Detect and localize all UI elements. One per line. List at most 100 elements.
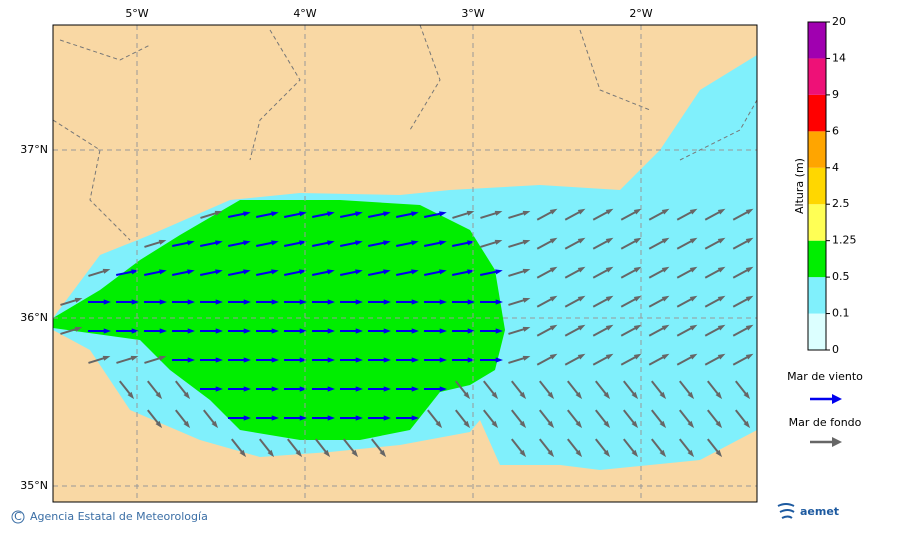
arrow — [620, 208, 642, 221]
arrow — [508, 297, 531, 306]
arrow-head — [327, 415, 335, 421]
arrow — [704, 295, 726, 308]
arrow — [284, 211, 307, 218]
arrow — [88, 299, 111, 305]
colorbar-band — [808, 240, 826, 278]
arrow-head — [661, 266, 670, 273]
arrow-head — [633, 353, 642, 360]
arrow — [676, 324, 698, 337]
arrow — [368, 386, 391, 392]
arrow — [340, 328, 363, 334]
arrow-head — [383, 299, 391, 305]
arrow — [340, 415, 363, 421]
arrow-head — [327, 299, 335, 305]
arrow-head — [411, 299, 419, 305]
arrow — [564, 237, 586, 250]
arrow-head — [715, 391, 723, 400]
arrow-head — [439, 240, 447, 246]
arrow — [452, 328, 475, 334]
arrow — [732, 237, 754, 250]
arrow — [116, 299, 139, 305]
legend-arrow — [810, 394, 842, 404]
arrow-head — [466, 210, 475, 216]
arrow — [648, 324, 670, 337]
map — [53, 25, 757, 502]
arrow-head — [689, 353, 698, 360]
arrow-head — [271, 328, 279, 334]
arrow-head — [299, 211, 307, 217]
arrow — [116, 355, 139, 364]
arrow-head — [631, 391, 639, 400]
arrow-head — [439, 269, 447, 275]
arrow-head — [159, 299, 167, 305]
arrow-head — [547, 449, 555, 458]
arrow — [648, 295, 670, 308]
arrow-head — [495, 299, 503, 305]
arrow-head — [243, 211, 251, 217]
colorbar-label: 9 — [832, 88, 839, 101]
arrow — [539, 409, 555, 429]
arrow-head — [633, 208, 642, 215]
arrow-head — [327, 386, 335, 392]
arrow-head — [243, 240, 251, 246]
arrow — [679, 380, 695, 400]
arrow-head — [187, 299, 195, 305]
arrow-head — [355, 415, 363, 421]
arrow — [312, 328, 335, 334]
arrow — [480, 299, 503, 305]
colorbar-label: 6 — [832, 124, 839, 137]
arrow-head — [299, 357, 307, 363]
arrow-head — [687, 391, 695, 400]
arrow — [564, 266, 586, 279]
arrow — [312, 211, 335, 218]
arrow-head — [239, 449, 247, 458]
arrow — [704, 266, 726, 279]
arrow-head — [603, 391, 611, 400]
arrow — [536, 208, 558, 221]
arrow — [228, 415, 251, 421]
arrow-head — [243, 299, 251, 305]
arrow — [119, 380, 135, 400]
arrow-head — [243, 357, 251, 363]
arrow-head — [267, 449, 275, 458]
arrow — [424, 386, 447, 392]
legend-label: Mar de fondo — [789, 416, 862, 429]
arrow — [564, 208, 586, 221]
arrow — [312, 269, 335, 276]
arrow — [564, 324, 586, 337]
arrow — [396, 357, 419, 363]
arrow-head — [659, 391, 667, 400]
arrow — [200, 210, 223, 219]
arrow-head — [183, 420, 191, 429]
colorbar-label: 0.1 — [832, 307, 850, 320]
arrow — [284, 386, 307, 392]
arrow-head — [323, 449, 331, 458]
arrow-head — [494, 239, 503, 245]
arrow-head — [327, 211, 335, 217]
arrow-head — [463, 420, 471, 429]
arrow — [256, 299, 279, 305]
colorbar-title: Altura (m) — [793, 158, 806, 214]
arrow-head — [745, 295, 754, 302]
arrow — [735, 409, 751, 429]
arrow-head — [491, 420, 499, 429]
arrow-head — [689, 237, 698, 244]
arrow — [368, 211, 391, 218]
arrow-head — [271, 386, 279, 392]
arrow-head — [549, 324, 558, 331]
arrow — [676, 266, 698, 279]
arrow-head — [215, 386, 223, 392]
arrow — [172, 299, 195, 305]
arrow-head — [215, 328, 223, 334]
arrow-head — [659, 449, 667, 458]
arrow — [427, 409, 443, 429]
arrow — [732, 266, 754, 279]
arrow — [396, 240, 419, 247]
arrow — [508, 355, 531, 364]
arrow — [343, 438, 359, 458]
arrow-head — [299, 299, 307, 305]
arrow — [651, 380, 667, 400]
border — [53, 25, 757, 241]
arrow — [231, 438, 247, 458]
arrow-head — [327, 269, 335, 275]
